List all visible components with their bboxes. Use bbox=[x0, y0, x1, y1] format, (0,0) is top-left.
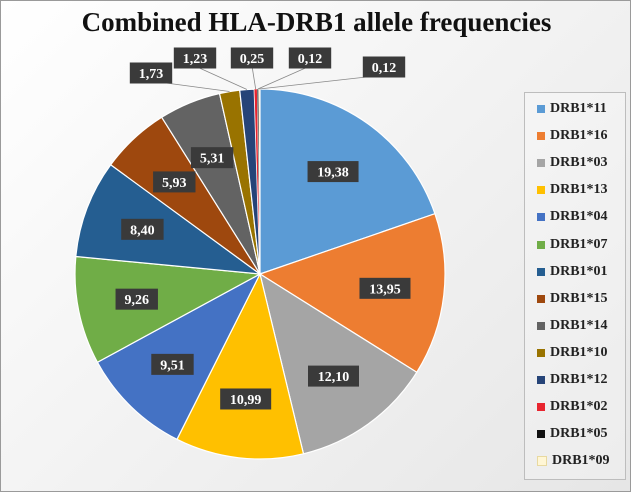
legend-swatch bbox=[537, 267, 545, 276]
legend: DRB1*11 DRB1*16 DRB1*03 DRB1*13 DRB1*04 DRB1*… bbox=[524, 92, 626, 480]
legend-item: DRB1*03 bbox=[537, 154, 608, 172]
data-label: 10,99 bbox=[220, 388, 272, 410]
legend-label: DRB1*15 bbox=[550, 290, 608, 306]
data-label: 0,12 bbox=[288, 47, 332, 69]
svg-text:0,12: 0,12 bbox=[298, 52, 323, 67]
legend-label: DRB1*05 bbox=[550, 426, 608, 442]
data-label: 5,93 bbox=[153, 171, 196, 193]
legend-swatch bbox=[537, 456, 547, 467]
data-label: 12,10 bbox=[308, 365, 360, 387]
svg-text:13,95: 13,95 bbox=[369, 282, 401, 297]
svg-text:5,93: 5,93 bbox=[162, 176, 187, 191]
pie-slice-drb1-01 bbox=[75, 163, 263, 275]
data-label: 9,26 bbox=[115, 288, 158, 310]
legend-label: DRB1*10 bbox=[550, 344, 608, 360]
legend-swatch bbox=[537, 376, 545, 384]
legend-label: DRB1*09 bbox=[552, 453, 610, 469]
svg-text:5,31: 5,31 bbox=[200, 152, 225, 167]
legend-item: DRB1*14 bbox=[537, 317, 608, 335]
legend-label: DRB1*13 bbox=[550, 182, 608, 198]
legend-item: DRB1*09 bbox=[537, 452, 610, 470]
svg-text:0,12: 0,12 bbox=[372, 61, 397, 76]
legend-item: DRB1*11 bbox=[537, 100, 607, 118]
legend-swatch bbox=[537, 294, 545, 303]
legend-label: DRB1*14 bbox=[550, 317, 608, 333]
pie-slice-drb1-13 bbox=[176, 272, 305, 460]
legend-item: DRB1*07 bbox=[537, 236, 608, 254]
legend-swatch bbox=[537, 240, 545, 249]
legend-swatch bbox=[537, 105, 545, 113]
legend-label: DRB1*02 bbox=[550, 399, 608, 415]
legend-item: DRB1*16 bbox=[537, 127, 608, 145]
svg-text:9,26: 9,26 bbox=[124, 293, 149, 308]
data-label: 1,23 bbox=[173, 47, 217, 69]
legend-item: DRB1*15 bbox=[537, 290, 608, 308]
svg-text:9,51: 9,51 bbox=[160, 358, 185, 373]
legend-swatch bbox=[537, 403, 545, 412]
data-label: 1,73 bbox=[129, 62, 173, 84]
legend-swatch bbox=[537, 159, 545, 168]
legend-swatch bbox=[537, 132, 545, 141]
svg-text:12,10: 12,10 bbox=[318, 370, 350, 385]
data-label: 13,95 bbox=[359, 277, 411, 299]
leader-line bbox=[257, 65, 311, 90]
pie-slice-drb1-16 bbox=[258, 212, 446, 374]
leader-line bbox=[194, 65, 248, 90]
data-label: 0,12 bbox=[362, 56, 406, 78]
legend-item: DRB1*02 bbox=[537, 398, 608, 416]
svg-text:1,73: 1,73 bbox=[139, 67, 164, 82]
svg-text:0,25: 0,25 bbox=[240, 52, 265, 67]
svg-text:10,99: 10,99 bbox=[230, 393, 262, 408]
legend-label: DRB1*12 bbox=[550, 372, 608, 387]
data-label: 9,51 bbox=[151, 353, 194, 375]
legend-label: DRB1*04 bbox=[550, 209, 608, 225]
legend-label: DRB1*16 bbox=[550, 128, 608, 144]
legend-item: DRB1*12 bbox=[537, 371, 608, 389]
legend-label: DRB1*11 bbox=[550, 101, 607, 116]
pie-slice-drb1-07 bbox=[74, 255, 263, 364]
data-label: 19,38 bbox=[307, 161, 359, 183]
legend-label: DRB1*03 bbox=[550, 155, 608, 171]
leader-line bbox=[251, 65, 257, 90]
legend-swatch bbox=[537, 321, 545, 330]
legend-swatch bbox=[537, 213, 545, 222]
legend-item: DRB1*13 bbox=[537, 181, 608, 199]
data-label: 8,40 bbox=[121, 218, 164, 240]
legend-swatch bbox=[537, 186, 545, 195]
pie-slice-drb1-03 bbox=[259, 272, 418, 455]
chart-title: Combined HLA-DRB1 allele frequencies bbox=[81, 7, 552, 37]
data-label: 0,25 bbox=[230, 47, 274, 69]
svg-text:1,23: 1,23 bbox=[183, 52, 208, 67]
legend-item: DRB1*04 bbox=[537, 208, 608, 226]
legend-item: DRB1*01 bbox=[537, 263, 608, 281]
legend-label: DRB1*07 bbox=[550, 236, 608, 252]
svg-text:8,40: 8,40 bbox=[130, 223, 155, 238]
legend-swatch bbox=[537, 348, 545, 357]
legend-item: DRB1*05 bbox=[537, 425, 608, 443]
legend-label: DRB1*01 bbox=[550, 263, 608, 279]
data-label: 5,31 bbox=[190, 147, 234, 169]
svg-text:19,38: 19,38 bbox=[317, 166, 349, 181]
legend-swatch bbox=[537, 430, 545, 439]
legend-item: DRB1*10 bbox=[537, 344, 608, 362]
